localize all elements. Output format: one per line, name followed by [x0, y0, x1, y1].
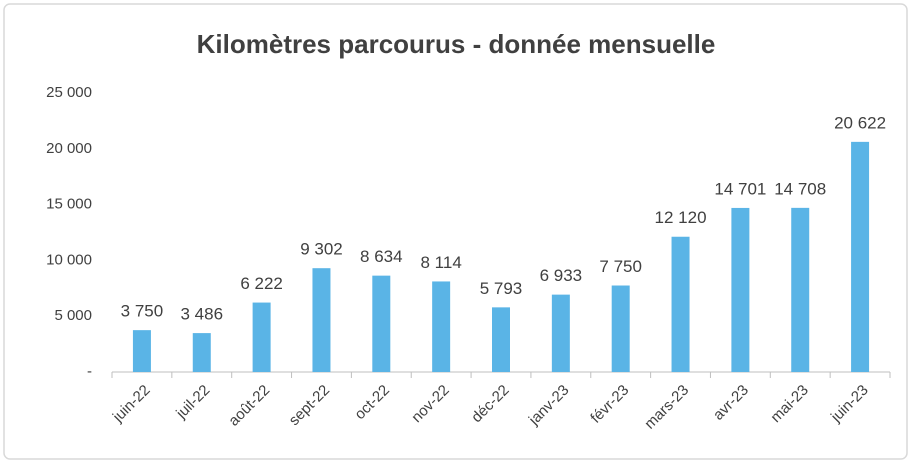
data-label: 5 793 [480, 279, 523, 298]
y-tick-label: - [87, 363, 92, 380]
bar [192, 333, 211, 372]
y-tick-label: 25 000 [46, 84, 92, 101]
y-tick-label: 10 000 [46, 251, 92, 268]
data-label: 3 486 [180, 305, 223, 324]
data-label: 20 622 [834, 113, 886, 132]
bar [671, 236, 690, 372]
data-label: 8 114 [421, 253, 462, 272]
bar [312, 268, 331, 372]
bar [731, 207, 750, 372]
data-label: 14 708 [774, 179, 826, 198]
bar [432, 281, 451, 372]
bar [611, 285, 630, 372]
y-tick-label: 15 000 [46, 196, 92, 213]
bar [791, 207, 810, 372]
data-label: 6 933 [540, 266, 583, 285]
data-label: 12 120 [655, 208, 707, 227]
chart-title: Kilomètres parcourus - donnée mensuelle [197, 29, 716, 59]
data-label: 8 634 [360, 247, 403, 266]
data-label: 6 222 [240, 274, 283, 293]
y-tick-label: 5 000 [54, 307, 92, 324]
data-label: 7 750 [599, 257, 642, 276]
bar [851, 141, 870, 372]
data-label: 14 701 [714, 179, 766, 198]
y-tick-label: 20 000 [46, 140, 92, 157]
data-label: 9 302 [300, 240, 343, 259]
bar [492, 307, 510, 372]
bar [551, 294, 570, 372]
data-label: 3 750 [121, 302, 164, 321]
bar [372, 275, 391, 372]
bar [252, 302, 271, 372]
bar [132, 330, 151, 372]
